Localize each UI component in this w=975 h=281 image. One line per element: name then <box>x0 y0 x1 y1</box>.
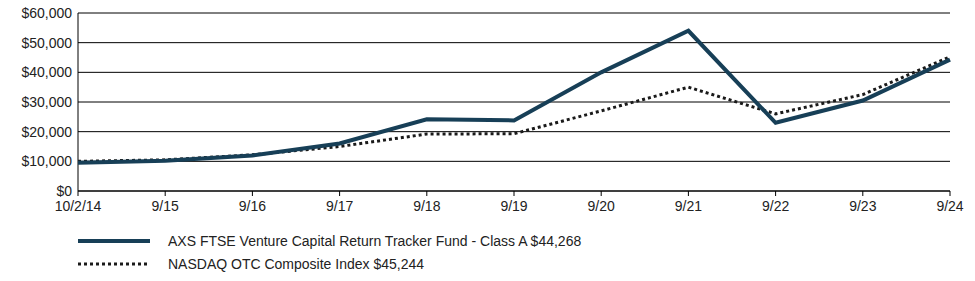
x-tick-label: 9/22 <box>762 198 789 214</box>
legend-swatch <box>78 263 150 266</box>
x-tick <box>862 191 863 196</box>
y-tick-label: $20,000 <box>21 124 72 140</box>
x-tick <box>688 191 689 196</box>
y-tick-label: $60,000 <box>21 5 72 21</box>
plot-area <box>78 31 950 163</box>
x-tick-label: 9/24 <box>936 198 963 214</box>
x-tick <box>252 191 253 196</box>
legend-label: AXS FTSE Venture Capital Return Tracker … <box>168 233 581 249</box>
x-tick-label: 9/21 <box>675 198 702 214</box>
x-tick <box>339 191 340 196</box>
x-tick-label: 9/17 <box>326 198 353 214</box>
x-tick-label: 10/2/14 <box>55 198 102 214</box>
x-tick-label: 9/18 <box>413 198 440 214</box>
x-tick <box>775 191 776 196</box>
grid-line <box>78 13 950 14</box>
x-tick <box>950 191 951 196</box>
series-line <box>78 57 950 162</box>
y-tick-label: $50,000 <box>21 35 72 51</box>
grid-line <box>78 42 950 43</box>
grid-line <box>78 72 950 73</box>
x-tick-label: 9/15 <box>152 198 179 214</box>
x-tick <box>601 191 602 196</box>
y-tick-label: $40,000 <box>21 64 72 80</box>
grid-line <box>78 161 950 162</box>
x-tick-label: 9/19 <box>500 198 527 214</box>
grid-line <box>78 102 950 103</box>
series-line <box>78 31 950 163</box>
grid-line <box>78 131 950 132</box>
y-tick-label: $30,000 <box>21 94 72 110</box>
chart: $0 $10,000 $20,000 $30,000 $40,000 $50,000 $60… <box>0 0 975 281</box>
legend-swatch <box>78 239 150 243</box>
x-tick <box>426 191 427 196</box>
y-tick-label: $10,000 <box>21 153 72 169</box>
y-tick-label: $0 <box>56 183 72 199</box>
x-tick <box>78 191 79 196</box>
legend-label: NASDAQ OTC Composite Index $45,244 <box>168 256 424 272</box>
x-tick-label: 9/16 <box>239 198 266 214</box>
x-tick-label: 9/20 <box>588 198 615 214</box>
x-tick-label: 9/23 <box>849 198 876 214</box>
x-tick <box>514 191 515 196</box>
x-tick <box>165 191 166 196</box>
